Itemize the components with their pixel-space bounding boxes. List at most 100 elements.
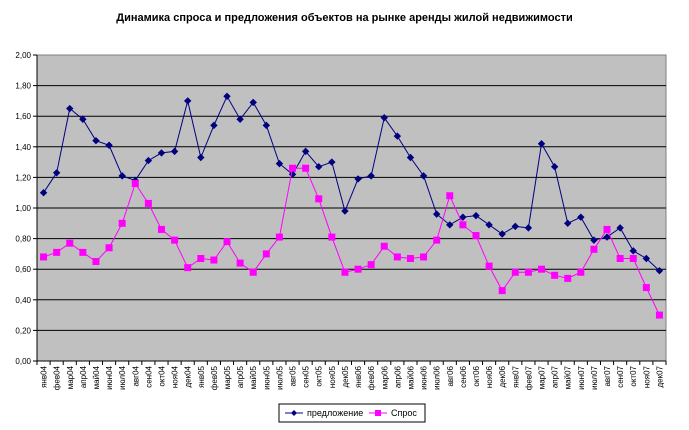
data-point xyxy=(524,268,532,276)
x-tick-label: апр04 xyxy=(79,365,88,388)
x-tick-label: окт05 xyxy=(315,365,324,386)
data-point xyxy=(433,236,441,244)
x-tick-label: июл05 xyxy=(275,365,284,389)
data-point xyxy=(446,192,454,200)
data-point xyxy=(550,162,559,171)
data-point xyxy=(79,248,87,256)
x-tick-label: дек06 xyxy=(498,365,507,387)
x-tick-label: окт06 xyxy=(472,365,481,386)
data-point xyxy=(485,262,493,270)
data-point xyxy=(354,265,362,273)
data-point xyxy=(210,121,218,130)
data-point xyxy=(302,164,310,172)
x-tick-label: дек07 xyxy=(655,365,664,387)
x-tick-label: май06 xyxy=(406,365,415,389)
x-tick-label: авг07 xyxy=(603,365,612,386)
x-tick-label: ноя05 xyxy=(328,365,337,388)
data-point xyxy=(642,284,650,292)
data-point xyxy=(603,233,611,241)
data-point xyxy=(524,224,533,232)
data-point xyxy=(157,225,165,233)
x-tick-label: май05 xyxy=(249,365,258,389)
data-point xyxy=(171,236,179,244)
y-tick-label: 0,40 xyxy=(15,296,31,305)
data-point xyxy=(40,253,48,261)
y-tick-label: 1,60 xyxy=(15,112,31,121)
y-tick-label: 0,00 xyxy=(15,357,31,366)
x-tick-label: сен04 xyxy=(144,365,153,387)
data-point xyxy=(629,247,637,255)
legend-label-1: предложение xyxy=(307,408,363,418)
x-tick-label: сен07 xyxy=(616,365,625,387)
data-point xyxy=(459,221,467,229)
data-point xyxy=(223,92,231,101)
data-point xyxy=(354,175,362,183)
data-point xyxy=(118,172,126,180)
data-point xyxy=(577,213,585,221)
data-point xyxy=(249,98,257,107)
data-point xyxy=(485,221,493,229)
data-point xyxy=(170,147,179,156)
x-tick-label: мар05 xyxy=(223,365,232,389)
data-point xyxy=(262,121,271,130)
data-point xyxy=(262,250,270,258)
x-tick-label: дек04 xyxy=(184,365,193,387)
data-point xyxy=(564,274,572,282)
data-point xyxy=(629,254,637,262)
data-point xyxy=(367,172,375,180)
series-line-1 xyxy=(43,95,660,272)
data-point xyxy=(275,159,284,168)
data-point xyxy=(537,140,546,148)
data-point xyxy=(197,153,205,162)
x-tick-label: июн05 xyxy=(262,365,271,389)
x-tick-label: фев04 xyxy=(53,365,62,390)
chart-title: Динамика спроса и предложения объектов н… xyxy=(116,12,573,24)
x-tick-label: фев06 xyxy=(367,365,376,390)
data-point xyxy=(406,254,414,262)
data-point xyxy=(249,268,257,276)
data-point xyxy=(118,219,126,227)
x-tick-label: июл06 xyxy=(433,365,442,389)
data-point xyxy=(289,164,297,172)
x-tick-label: дек05 xyxy=(341,365,350,387)
data-point xyxy=(105,141,113,149)
data-point xyxy=(380,114,388,122)
data-point xyxy=(472,211,480,220)
data-point xyxy=(341,268,349,276)
data-point xyxy=(616,254,624,262)
data-point xyxy=(236,115,244,123)
y-tick-label: 0,60 xyxy=(15,265,31,274)
legend-marker xyxy=(375,410,381,416)
x-tick-label: сен06 xyxy=(459,365,468,387)
data-point xyxy=(551,271,559,279)
data-point xyxy=(642,254,651,263)
y-tick-label: 1,80 xyxy=(15,82,31,91)
x-tick-label: июн07 xyxy=(577,365,586,389)
data-point xyxy=(511,268,519,276)
x-tick-label: май04 xyxy=(92,365,101,389)
data-point xyxy=(498,287,506,295)
data-point xyxy=(105,244,113,252)
data-point xyxy=(92,136,100,145)
y-tick-label: 1,00 xyxy=(15,204,31,213)
data-point xyxy=(301,147,310,156)
data-point xyxy=(315,195,323,203)
data-point xyxy=(66,239,74,247)
data-point xyxy=(393,253,401,261)
x-tick-label: янв07 xyxy=(511,365,520,387)
data-point xyxy=(328,158,336,166)
data-point xyxy=(92,258,100,266)
x-tick-label: окт04 xyxy=(157,365,166,386)
x-tick-label: мар04 xyxy=(66,365,75,389)
data-point xyxy=(498,230,506,238)
data-point xyxy=(380,242,388,250)
data-point xyxy=(603,225,611,233)
x-tick-label: мар06 xyxy=(380,365,389,389)
data-point xyxy=(472,232,480,240)
x-tick-label: ноя07 xyxy=(642,365,651,388)
data-point xyxy=(183,97,192,105)
x-tick-label: фев05 xyxy=(210,365,219,390)
data-point xyxy=(419,172,428,180)
x-tick-label: июн06 xyxy=(420,365,429,389)
data-point xyxy=(223,238,231,246)
